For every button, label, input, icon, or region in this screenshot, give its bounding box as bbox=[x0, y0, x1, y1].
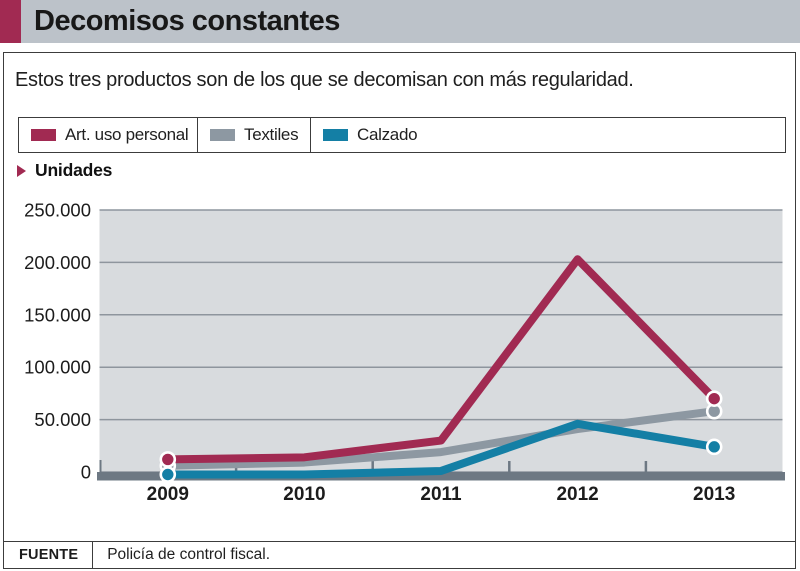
legend: Art. uso personal Textiles Calzado bbox=[18, 117, 786, 153]
series-marker-calzado bbox=[159, 466, 177, 483]
source-divider bbox=[92, 542, 94, 568]
y-tick-label: 100.000 bbox=[24, 357, 91, 378]
x-tick-label: 2012 bbox=[556, 484, 598, 505]
x-tick-label: 2013 bbox=[693, 484, 735, 505]
series-line-textiles bbox=[167, 407, 715, 470]
source-text: Policía de control fiscal. bbox=[107, 546, 271, 563]
header-bar: Decomisos constantes bbox=[0, 0, 800, 43]
line-chart: 0 50.000 100.000 150.000 200.000 250.000 2009 2… bbox=[24, 200, 785, 505]
y-tick-label: 250.000 bbox=[24, 200, 91, 221]
source-row: FUENTE Policía de control fiscal. bbox=[4, 541, 795, 568]
y-tick-label: 150.000 bbox=[24, 304, 91, 325]
x-axis-baseline bbox=[97, 472, 785, 481]
plot-area bbox=[99, 210, 783, 472]
series-marker-calzado bbox=[705, 438, 723, 456]
legend-swatch bbox=[31, 129, 56, 141]
axis-title: Unidades bbox=[35, 160, 113, 180]
legend-item-art-uso-personal: Art. uso personal bbox=[19, 118, 198, 152]
source-label: FUENTE bbox=[19, 547, 79, 563]
arrow-right-icon bbox=[17, 164, 26, 177]
chart-subtitle: Estos tres productos son de los que se d… bbox=[15, 69, 634, 91]
y-tick-label: 50.000 bbox=[34, 409, 91, 430]
legend-swatch bbox=[323, 129, 348, 141]
legend-swatch bbox=[210, 129, 235, 141]
series-marker-art-uso-personal bbox=[159, 451, 177, 468]
x-tick-label: 2010 bbox=[283, 484, 325, 505]
page-title: Decomisos constantes bbox=[34, 5, 340, 37]
chart-panel: Estos tres productos son de los que se d… bbox=[3, 52, 796, 569]
x-tick-label: 2011 bbox=[420, 484, 462, 505]
axis-title-row: Unidades bbox=[17, 160, 112, 181]
legend-label: Textiles bbox=[244, 125, 299, 144]
series-marker-art-uso-personal bbox=[705, 390, 723, 407]
legend-item-textiles: Textiles bbox=[198, 118, 311, 152]
legend-item-calzado: Calzado bbox=[311, 118, 785, 152]
legend-label: Art. uso personal bbox=[65, 125, 189, 144]
y-tick-label: 200.000 bbox=[24, 252, 91, 273]
series-line-calzado bbox=[167, 419, 715, 479]
legend-label: Calzado bbox=[357, 125, 418, 144]
title-accent-square bbox=[0, 0, 21, 43]
y-tick-label: 0 bbox=[81, 462, 91, 483]
series-line-art-uso-personal bbox=[167, 255, 718, 464]
x-tick-label: 2009 bbox=[147, 484, 189, 505]
